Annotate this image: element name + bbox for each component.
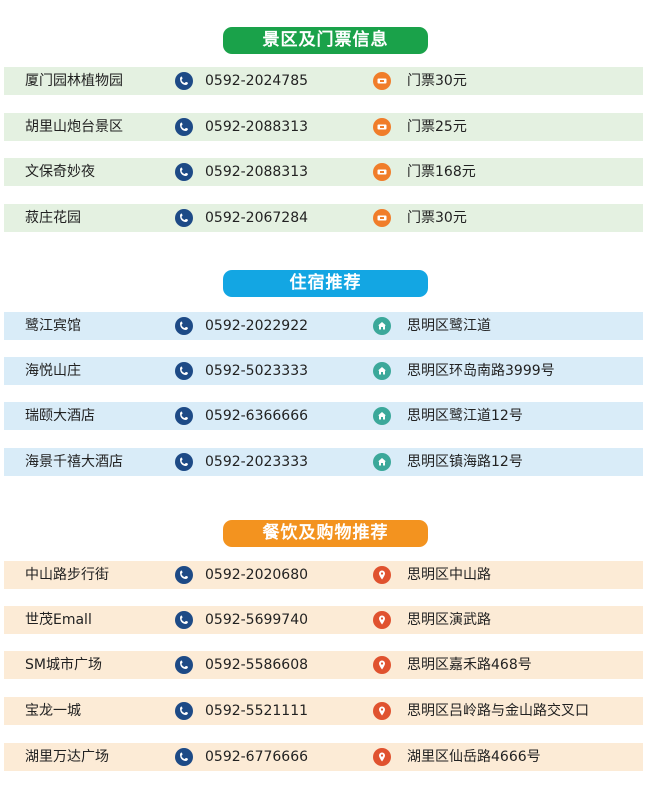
location-pin-icon <box>373 656 391 674</box>
list-item: SM城市广场 0592-5586608 思明区嘉禾路468号 <box>4 651 643 679</box>
place-info: 门票30元 <box>407 73 467 89</box>
phone-icon <box>175 702 193 720</box>
place-name: 文保奇妙夜 <box>25 164 95 180</box>
phone-number[interactable]: 0592-2067284 <box>205 210 309 226</box>
list-item: 瑞颐大酒店 0592-6366666 思明区鹭江道12号 <box>4 402 643 430</box>
phone-number[interactable]: 0592-5699740 <box>205 612 309 628</box>
phone-icon <box>175 209 193 227</box>
home-icon <box>373 407 391 425</box>
scenic-section-title: 景区及门票信息 <box>223 27 428 54</box>
location-pin-icon <box>373 611 391 629</box>
phone-icon <box>175 656 193 674</box>
location-pin-icon <box>373 702 391 720</box>
place-name: 宝龙一城 <box>25 703 81 719</box>
place-name: 菽庄花园 <box>25 210 81 226</box>
location-pin-icon <box>373 748 391 766</box>
phone-number[interactable]: 0592-5023333 <box>205 363 309 379</box>
place-name: 胡里山炮台景区 <box>25 119 123 135</box>
list-item: 湖里万达广场 0592-6776666 湖里区仙岳路4666号 <box>4 743 643 771</box>
phone-icon <box>175 362 193 380</box>
phone-number[interactable]: 0592-2023333 <box>205 454 309 470</box>
phone-number[interactable]: 0592-6776666 <box>205 749 309 765</box>
place-name: 湖里万达广场 <box>25 749 109 765</box>
list-item: 鹭江宾馆 0592-2022922 思明区鹭江道 <box>4 312 643 340</box>
location-pin-icon <box>373 566 391 584</box>
phone-icon <box>175 611 193 629</box>
phone-icon <box>175 163 193 181</box>
home-icon <box>373 317 391 335</box>
phone-number[interactable]: 0592-6366666 <box>205 408 309 424</box>
place-name: 厦门园林植物园 <box>25 73 123 89</box>
place-info: 思明区嘉禾路468号 <box>407 657 532 673</box>
phone-icon <box>175 407 193 425</box>
place-info: 思明区演武路 <box>407 612 491 628</box>
phone-number[interactable]: 0592-5586608 <box>205 657 309 673</box>
list-item: 胡里山炮台景区 0592-2088313 门票25元 <box>4 113 643 141</box>
list-item: 菽庄花园 0592-2067284 门票30元 <box>4 204 643 232</box>
list-item: 世茂Emall 0592-5699740 思明区演武路 <box>4 606 643 634</box>
list-item: 宝龙一城 0592-5521111 思明区吕岭路与金山路交叉口 <box>4 697 643 725</box>
phone-number[interactable]: 0592-2088313 <box>205 164 309 180</box>
place-info: 门票168元 <box>407 164 476 180</box>
place-info: 思明区镇海路12号 <box>407 454 523 470</box>
place-name: 鹭江宾馆 <box>25 318 81 334</box>
place-info: 思明区吕岭路与金山路交叉口 <box>407 703 589 719</box>
place-name: 瑞颐大酒店 <box>25 408 95 424</box>
phone-icon <box>175 72 193 90</box>
phone-number[interactable]: 0592-5521111 <box>205 703 309 719</box>
phone-number[interactable]: 0592-2022922 <box>205 318 309 334</box>
place-info: 思明区环岛南路3999号 <box>407 363 555 379</box>
place-info: 思明区中山路 <box>407 567 491 583</box>
place-name: 海景千禧大酒店 <box>25 454 123 470</box>
lodging-section-title: 住宿推荐 <box>223 270 428 297</box>
phone-icon <box>175 453 193 471</box>
ticket-icon <box>373 209 391 227</box>
dining-shopping-section-title: 餐饮及购物推荐 <box>223 520 428 547</box>
phone-icon <box>175 748 193 766</box>
place-name: 中山路步行街 <box>25 567 109 583</box>
list-item: 文保奇妙夜 0592-2088313 门票168元 <box>4 158 643 186</box>
place-info: 思明区鹭江道12号 <box>407 408 523 424</box>
phone-icon <box>175 566 193 584</box>
phone-number[interactable]: 0592-2088313 <box>205 119 309 135</box>
place-info: 门票25元 <box>407 119 467 135</box>
phone-number[interactable]: 0592-2024785 <box>205 73 309 89</box>
ticket-icon <box>373 118 391 136</box>
place-info: 思明区鹭江道 <box>407 318 491 334</box>
ticket-icon <box>373 163 391 181</box>
phone-number[interactable]: 0592-2020680 <box>205 567 309 583</box>
home-icon <box>373 362 391 380</box>
ticket-icon <box>373 72 391 90</box>
list-item: 厦门园林植物园 0592-2024785 门票30元 <box>4 67 643 95</box>
place-info: 门票30元 <box>407 210 467 226</box>
list-item: 海悦山庄 0592-5023333 思明区环岛南路3999号 <box>4 357 643 385</box>
place-name: SM城市广场 <box>25 657 102 673</box>
place-name: 海悦山庄 <box>25 363 81 379</box>
phone-icon <box>175 118 193 136</box>
home-icon <box>373 453 391 471</box>
place-info: 湖里区仙岳路4666号 <box>407 749 541 765</box>
place-name: 世茂Emall <box>25 612 92 628</box>
list-item: 海景千禧大酒店 0592-2023333 思明区镇海路12号 <box>4 448 643 476</box>
list-item: 中山路步行街 0592-2020680 思明区中山路 <box>4 561 643 589</box>
phone-icon <box>175 317 193 335</box>
